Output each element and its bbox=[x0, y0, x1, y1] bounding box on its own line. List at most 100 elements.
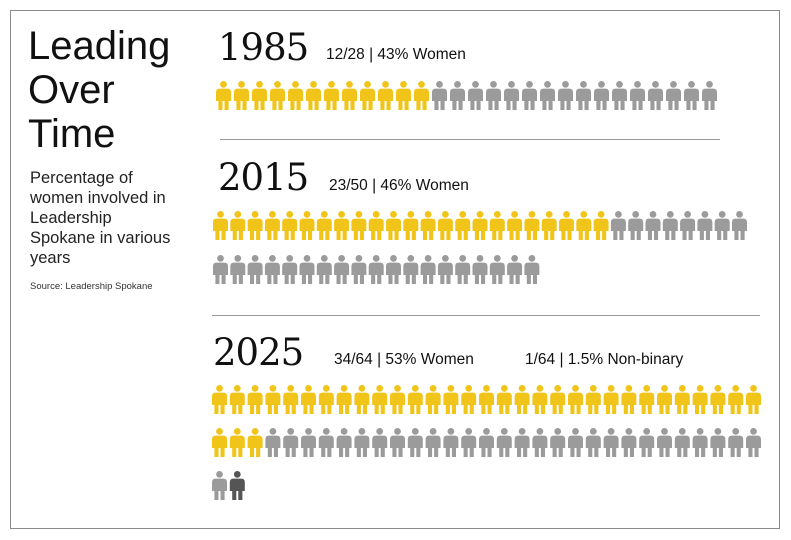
person-icon-2025-other-56 bbox=[639, 428, 655, 457]
person-icon-2025-other-63 bbox=[212, 471, 227, 500]
person-icon-2015-other-39 bbox=[334, 255, 350, 284]
person-icon-2015-woman-2 bbox=[230, 211, 246, 240]
person-icon-2025-woman-30 bbox=[728, 385, 744, 414]
person-icon-2015-woman-20 bbox=[541, 211, 557, 240]
person-icon-2025-other-49 bbox=[514, 428, 530, 457]
person-icon-2025-other-55 bbox=[621, 428, 637, 457]
person-icon-1985-woman-2 bbox=[234, 81, 249, 110]
person-icon-2015-other-45 bbox=[437, 255, 453, 284]
person-icon-2025-other-45 bbox=[443, 428, 459, 457]
title-line-2: Over bbox=[28, 68, 115, 112]
person-icon-2015-other-44 bbox=[420, 255, 436, 284]
person-icon-1985-other-18 bbox=[522, 81, 537, 110]
person-icon-1985-other-14 bbox=[450, 81, 465, 110]
person-icon-2015-other-26 bbox=[645, 211, 661, 240]
person-icon-2015-woman-16 bbox=[472, 211, 488, 240]
source-note: Source: Leadership Spokane bbox=[30, 281, 153, 292]
person-icon-2025-woman-29 bbox=[710, 385, 726, 414]
person-icon-2025-woman-25 bbox=[639, 385, 655, 414]
person-icon-2015-other-29 bbox=[697, 211, 713, 240]
person-icon-2025-woman-16 bbox=[479, 385, 494, 414]
person-icon-1985-other-23 bbox=[612, 81, 627, 110]
person-icon-2025-other-44 bbox=[425, 428, 441, 457]
person-icon-2015-other-31 bbox=[732, 211, 747, 240]
person-icon-1985-other-16 bbox=[486, 81, 501, 110]
person-icon-2025-other-36 bbox=[283, 428, 299, 457]
person-icon-2015-woman-1 bbox=[213, 211, 228, 240]
person-icon-2025-woman-13 bbox=[425, 385, 441, 414]
person-icon-1985-other-19 bbox=[540, 81, 555, 110]
person-icon-2015-woman-12 bbox=[403, 211, 419, 240]
title-line-3: Time bbox=[28, 112, 116, 156]
person-icon-2025-other-39 bbox=[336, 428, 352, 457]
person-icon-2025-other-57 bbox=[657, 428, 672, 457]
person-icon-2015-other-34 bbox=[247, 255, 263, 284]
person-icon-2025-woman-12 bbox=[407, 385, 423, 414]
person-icon-2015-woman-18 bbox=[507, 211, 523, 240]
person-icon-2025-woman-26 bbox=[657, 385, 672, 414]
person-icon-2025-other-61 bbox=[728, 428, 744, 457]
person-icon-2025-woman-32 bbox=[212, 428, 227, 457]
person-icon-1985-other-25 bbox=[648, 81, 663, 110]
person-icon-2025-woman-9 bbox=[354, 385, 370, 414]
person-icon-2025-other-38 bbox=[318, 428, 334, 457]
person-icon-2025-woman-21 bbox=[568, 385, 583, 414]
person-icon-2015-woman-11 bbox=[386, 211, 401, 240]
chart-frame bbox=[10, 10, 780, 529]
person-icon-2025-woman-6 bbox=[301, 385, 316, 414]
person-icon-2025-woman-18 bbox=[514, 385, 530, 414]
person-icon-2025-woman-27 bbox=[674, 385, 690, 414]
stat-label-2025-nonbinary: 1/64 | 1.5% Non-binary bbox=[525, 351, 684, 368]
person-icon-2025-woman-33 bbox=[229, 428, 245, 457]
person-icon-2025-woman-7 bbox=[318, 385, 334, 414]
person-icon-2015-woman-9 bbox=[351, 211, 367, 240]
person-icon-2015-woman-19 bbox=[524, 211, 540, 240]
person-icon-2025-woman-17 bbox=[496, 385, 512, 414]
person-icon-2025-woman-15 bbox=[461, 385, 477, 414]
title-line-1: Leading bbox=[28, 24, 171, 68]
person-icon-1985-woman-3 bbox=[252, 81, 267, 110]
person-icon-2025-other-50 bbox=[532, 428, 548, 457]
person-icon-2015-woman-15 bbox=[455, 211, 471, 240]
person-icon-2025-woman-3 bbox=[247, 385, 263, 414]
person-icon-2025-other-43 bbox=[407, 428, 423, 457]
person-icon-2015-woman-14 bbox=[437, 211, 453, 240]
person-icon-2015-other-41 bbox=[368, 255, 384, 284]
person-icon-2015-other-28 bbox=[680, 211, 696, 240]
person-icon-2015-other-36 bbox=[282, 255, 298, 284]
person-icon-2015-woman-22 bbox=[576, 211, 592, 240]
person-icon-2025-other-37 bbox=[301, 428, 316, 457]
person-icon-2015-woman-5 bbox=[282, 211, 298, 240]
person-icon-2015-woman-7 bbox=[316, 211, 332, 240]
person-icon-2025-woman-1 bbox=[212, 385, 227, 414]
person-icon-2025-other-48 bbox=[496, 428, 512, 457]
year-label-1985: 1985 bbox=[218, 26, 309, 69]
person-icon-1985-woman-7 bbox=[324, 81, 339, 110]
person-icon-1985-woman-9 bbox=[360, 81, 375, 110]
person-icon-2025-woman-28 bbox=[692, 385, 708, 414]
person-icon-1985-woman-6 bbox=[306, 81, 321, 110]
person-icon-1985-woman-10 bbox=[378, 81, 393, 110]
person-icon-1985-other-21 bbox=[576, 81, 591, 110]
person-icon-2025-woman-8 bbox=[336, 385, 352, 414]
person-icon-2025-woman-31 bbox=[746, 385, 761, 414]
person-icon-2025-other-60 bbox=[710, 428, 726, 457]
person-icon-2015-other-38 bbox=[316, 255, 332, 284]
person-icon-2015-other-42 bbox=[386, 255, 401, 284]
divider-2015 bbox=[212, 315, 760, 316]
person-icon-2015-other-48 bbox=[489, 255, 505, 284]
person-icon-2025-nonbinary-64 bbox=[229, 471, 245, 500]
person-icon-2025-other-53 bbox=[585, 428, 601, 457]
person-icon-2025-woman-34 bbox=[247, 428, 263, 457]
person-icon-2015-other-33 bbox=[230, 255, 246, 284]
person-icon-2025-woman-2 bbox=[229, 385, 245, 414]
person-icon-1985-woman-11 bbox=[396, 81, 411, 110]
person-icon-2015-other-40 bbox=[351, 255, 367, 284]
person-icon-2015-woman-8 bbox=[334, 211, 350, 240]
year-label-2025: 2025 bbox=[213, 331, 304, 374]
person-icon-1985-woman-8 bbox=[342, 81, 357, 110]
person-icon-1985-other-22 bbox=[594, 81, 609, 110]
person-icon-2015-woman-13 bbox=[420, 211, 436, 240]
stat-label-2015: 23/50 | 46% Women bbox=[329, 177, 469, 194]
